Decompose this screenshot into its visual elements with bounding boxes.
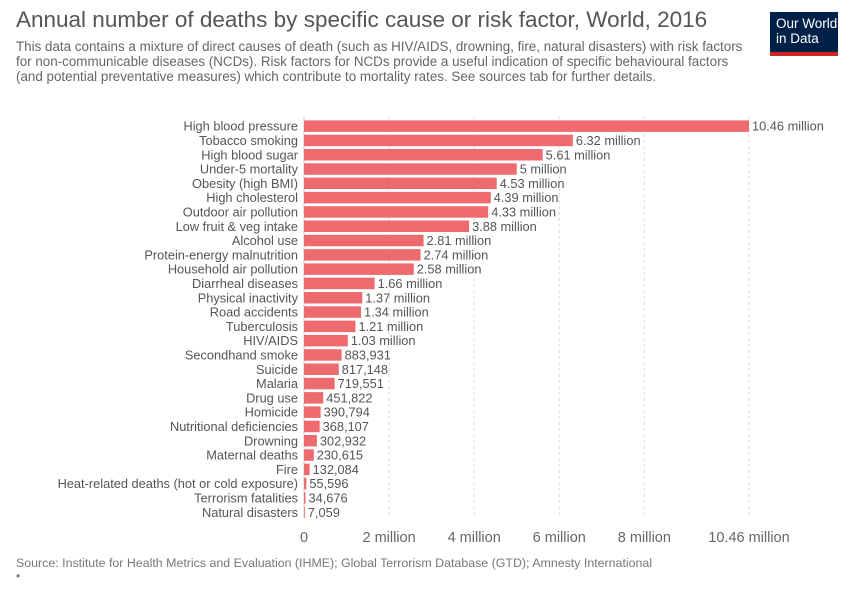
x-tick-label: 6 million [533,530,586,546]
source-note: Source: Institute for Health Metrics and… [16,556,653,570]
data-label: 1.21 million [358,319,423,334]
data-label: 6.32 million [576,133,641,148]
category-label: Road accidents [210,305,298,320]
bar [304,477,307,490]
bar [304,149,543,161]
bar [304,363,339,375]
data-label: 5 million [520,162,567,177]
data-label: 132,084 [313,462,359,477]
bar [304,377,335,390]
data-label: 4.39 million [494,190,559,205]
x-tick-label: 4 million [448,530,501,546]
data-label: 230,615 [317,448,363,463]
data-label: 1.37 million [365,290,430,305]
data-label: 3.88 million [472,219,537,234]
bar [304,349,342,361]
category-label: Drug use [246,390,298,405]
owid-logo[interactable]: Our World in Data [770,12,838,56]
bar [304,406,321,418]
data-label: 5.61 million [546,147,611,162]
category-label: Under-5 mortality [200,162,299,177]
chart-subtitle: This data contains a mixture of direct c… [16,39,743,85]
bar-chart: 0 2 million 4 million 6 million 8 million 10.… [58,116,824,546]
bar [304,220,470,232]
category-label: Tuberculosis [226,319,298,334]
category-label: HIV/AIDS [243,333,298,348]
bar [304,191,491,204]
data-label: 451,822 [326,390,372,405]
data-label: 55,596 [309,476,348,491]
data-label: 1.03 million [351,333,416,348]
bar [304,492,306,504]
category-label: Fire [276,462,298,477]
category-label: Malaria [256,376,299,391]
data-label: 719,551 [338,376,384,391]
bar [304,449,314,461]
x-tick-label: 8 million [618,530,671,546]
data-label: 7,059 [308,505,340,520]
bar [304,435,317,447]
bar [304,177,497,190]
data-label: 817,148 [342,362,388,377]
chart-title: Annual number of deaths by specific caus… [16,7,708,32]
category-label: Natural disasters [202,505,298,520]
data-label: 368,107 [323,419,369,434]
category-label: Maternal deaths [206,448,298,463]
data-label: 883,931 [345,347,391,362]
category-label: Physical inactivity [198,290,299,305]
data-label: 4.53 million [500,176,565,191]
category-label: Homicide [245,405,298,420]
data-label: 1.34 million [364,305,429,320]
data-label: 34,676 [308,490,347,505]
category-label: Nutritional deficiencies [170,419,298,434]
category-label: Heat-related deaths (hot or cold exposur… [58,476,298,491]
category-label: Diarrheal diseases [192,276,298,291]
bar [304,263,414,275]
logo-line-1: Our World [776,16,838,31]
category-label: Suicide [256,362,298,377]
bar [304,277,375,290]
data-label: 390,794 [324,405,370,420]
bar [304,320,356,333]
logo-line-2: in Data [776,30,819,46]
category-label: Low fruit & veg intake [176,219,298,234]
category-label: High blood sugar [201,147,298,162]
x-tick-label: 10.46 million [708,530,789,546]
data-label: 1.66 million [378,276,443,291]
bar [304,134,573,147]
category-label: Outdoor air pollution [183,204,298,219]
category-label: High cholesterol [206,190,298,205]
category-label: High blood pressure [183,119,298,134]
category-label: Alcohol use [232,233,298,248]
category-label: Obesity (high BMI) [192,176,298,191]
bar [304,120,749,132]
bar [304,206,489,218]
data-label: 2.74 million [424,247,489,262]
bar [304,420,320,433]
data-label: 2.58 million [417,262,482,277]
data-label: 4.33 million [491,204,556,219]
bar [304,234,424,247]
x-tick-label: 0 [300,530,308,546]
category-label: Terrorism fatalities [194,490,298,505]
category-label: Tobacco smoking [199,133,298,148]
bar [304,163,517,175]
bar [304,306,362,318]
category-label: Household air pollution [168,262,298,277]
bar [304,463,310,476]
x-tick-label: 2 million [362,530,415,546]
category-label: Secondhand smoke [185,347,298,362]
data-label: 302,932 [320,433,366,448]
bar [304,392,324,404]
bar [304,506,305,518]
bar [304,292,363,304]
category-label: Drowning [244,433,298,448]
bar [304,249,421,261]
category-label: Protein-energy malnutrition [144,247,298,262]
bar [304,334,348,347]
data-label: 10.46 million [752,119,824,134]
data-label: 2.81 million [427,233,492,248]
footer-bullet: • [16,569,21,583]
